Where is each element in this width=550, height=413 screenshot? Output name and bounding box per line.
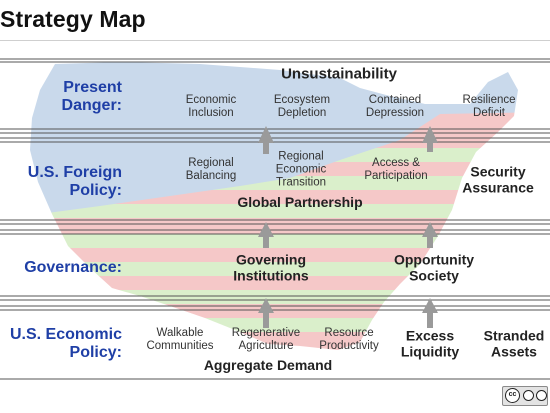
creative-commons-license-icon[interactable]: cc (502, 386, 548, 406)
arrow-transition-to-depletion (258, 126, 274, 154)
map-stripe-green-3 (30, 204, 518, 218)
cc-logo-icon: cc (505, 388, 520, 403)
arrow-institutions-to-partnership (258, 222, 274, 248)
node-ecosystem-depletion: Ecosystem Depletion (273, 94, 331, 119)
node-regional-economic-transition: Regional Economic Transition (275, 150, 327, 189)
node-regenerative-agriculture: Regenerative Agriculture (231, 327, 301, 352)
node-walkable-communities: Walkable Communities (146, 327, 214, 352)
footer-aggregate-demand: Aggregate Demand (203, 357, 333, 374)
node-governing-institutions: Governing Institutions (233, 251, 309, 283)
row-bands (0, 58, 550, 380)
connector-arrows (258, 126, 438, 328)
map-stripe-green-6 (30, 290, 518, 304)
arrow-opportunity-to-access (422, 222, 438, 248)
node-contained-depression: Contained Depression (365, 94, 425, 119)
row-label-us-foreign-policy: U.S. Foreign Policy: (27, 164, 122, 199)
attribution-icon (523, 390, 534, 401)
map-stripe-green-5 (30, 262, 518, 276)
map-stripe-green-4 (30, 234, 518, 248)
arrow-liquidity-to-opportunity (422, 298, 438, 328)
footer-global-partnership: Global Partnership (237, 194, 363, 211)
node-economic-inclusion: Economic Inclusion (185, 94, 237, 119)
node-security-assurance: Security Assurance (462, 163, 534, 195)
header-unsustainability: Unsustainability (281, 65, 397, 83)
node-resource-productivity: Resource Productivity (319, 327, 379, 352)
node-excess-liquidity: Excess Liquidity (400, 327, 460, 359)
row-label-governance: Governance: (24, 259, 122, 277)
title-divider (0, 40, 550, 41)
no-derivatives-icon (536, 390, 547, 401)
arrow-access-to-depression (422, 126, 438, 152)
node-regional-balancing: Regional Balancing (185, 157, 237, 182)
node-access-participation: Access & Participation (364, 157, 428, 182)
node-opportunity-society: Opportunity Society (393, 251, 475, 283)
row-label-present-danger: Present Danger: (61, 79, 122, 114)
page-title: Strategy Map (0, 6, 146, 32)
arrow-agriculture-to-institutions (258, 298, 274, 328)
node-resilience-deficit: Resilience Deficit (462, 94, 516, 119)
node-stranded-assets: Stranded Assets (483, 327, 545, 359)
row-label-us-economic-policy: U.S. Economic Policy: (9, 326, 122, 361)
